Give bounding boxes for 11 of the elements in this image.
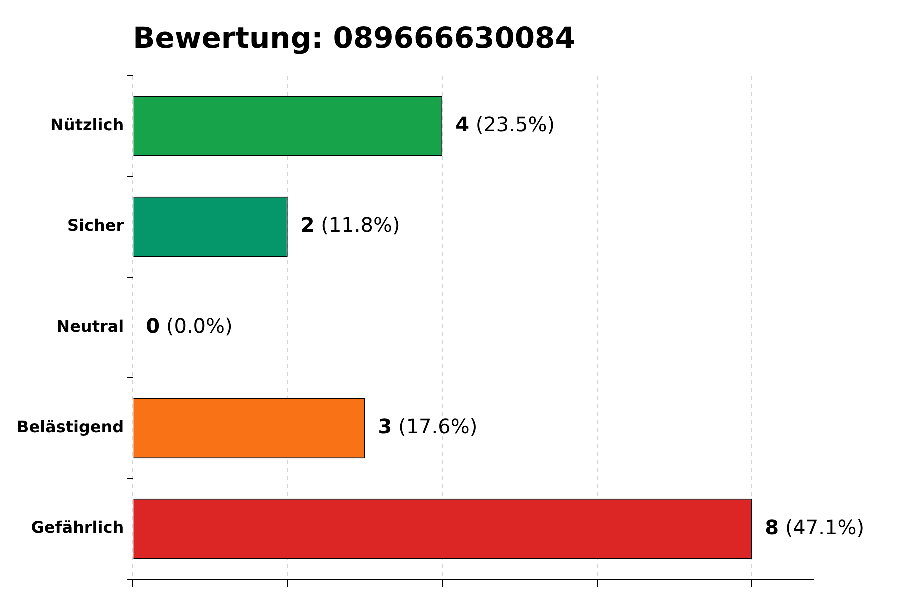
y-tick-label: Sicher [68,216,124,236]
y-tick-label: Belästigend [16,418,124,437]
y-tick-label: Neutral [56,316,124,336]
data-label: 4 (23.5%) [456,112,556,137]
chart-title: Bewertung: 089666630084 [133,21,576,55]
data-label: 8 (47.1%) [765,515,865,540]
y-tick-label: Nützlich [50,115,124,134]
y-tick-label: Gefährlich [31,518,124,538]
data-label: 2 (11.8%) [300,213,400,238]
data-label: 3 (17.6%) [378,414,478,439]
data-label: 0 (0.0%) [146,314,233,338]
